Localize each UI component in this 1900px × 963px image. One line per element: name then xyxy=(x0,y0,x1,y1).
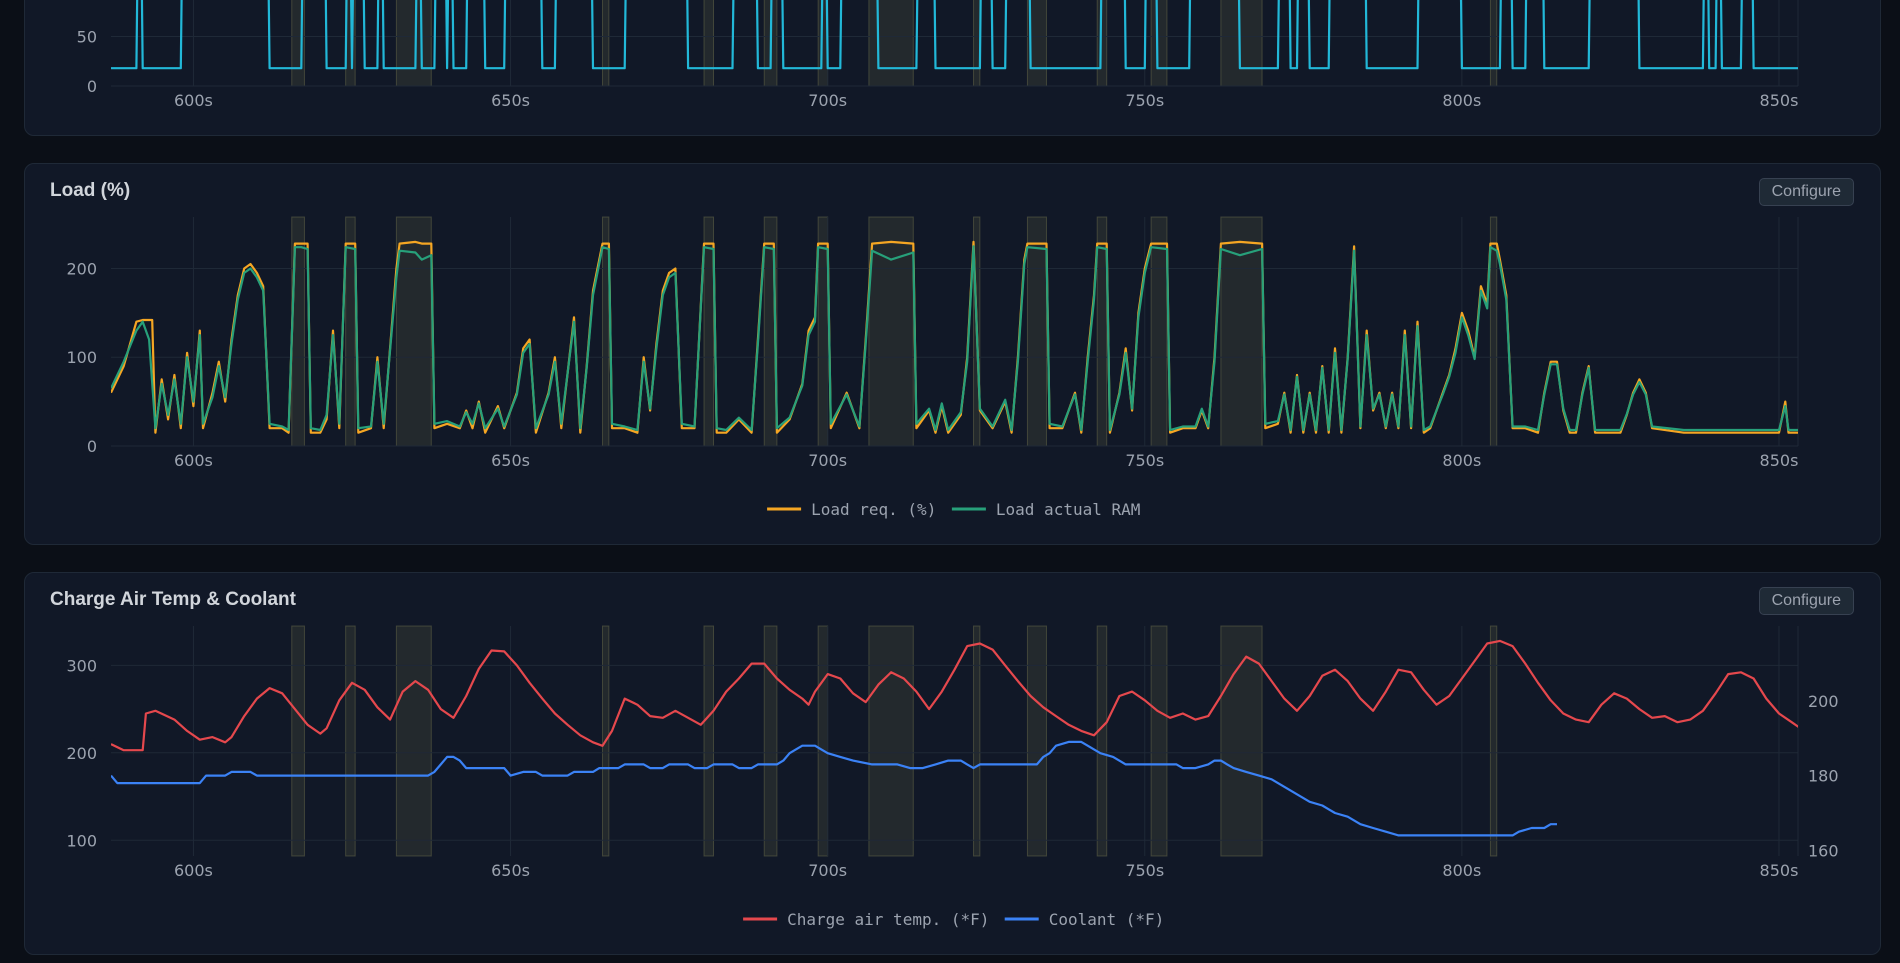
highlight-band xyxy=(1220,625,1263,857)
highlight-band xyxy=(973,625,981,857)
y2-tick-label: 180 xyxy=(1808,767,1839,786)
highlight-band xyxy=(1150,625,1168,857)
y-tick-label: 0 xyxy=(87,437,97,456)
x-tick-label: 750s xyxy=(1125,861,1164,880)
highlight-band xyxy=(817,216,829,447)
highlight-band xyxy=(703,625,714,857)
series-group xyxy=(111,0,1798,70)
y2-tick-label: 160 xyxy=(1808,841,1839,860)
legend-label: Load req. (%) xyxy=(811,500,936,519)
y-tick-label: 100 xyxy=(66,348,97,367)
highlight-band xyxy=(395,0,432,87)
highlight-band xyxy=(1026,625,1047,857)
x-tick-label: 800s xyxy=(1442,451,1481,470)
highlight-band xyxy=(345,625,356,857)
highlight-band xyxy=(763,625,778,857)
highlight-band xyxy=(703,0,714,87)
chart-0-plot: 0 50 600s 650s 700s 750s 800s 850s xyxy=(77,0,1799,110)
x-tick-label: 850s xyxy=(1760,91,1799,110)
x-tick-label: 650s xyxy=(491,451,530,470)
y-tick-label: 0 xyxy=(87,77,97,96)
highlight-band xyxy=(395,625,432,857)
highlight-band xyxy=(703,216,714,447)
series-line xyxy=(111,240,1798,434)
highlight-band xyxy=(345,216,356,447)
configure-button[interactable]: Configure xyxy=(1758,587,1854,615)
highlight-band xyxy=(1150,216,1168,447)
highlight-band xyxy=(1150,0,1168,87)
series-group xyxy=(111,240,1798,434)
y-tick-label: 300 xyxy=(66,656,97,675)
x-tick-label: 800s xyxy=(1442,91,1481,110)
panel-title: Load (%) xyxy=(50,180,131,201)
x-tick-label: 700s xyxy=(808,91,847,110)
x-tick-label: 850s xyxy=(1760,861,1799,880)
highlight-band xyxy=(868,0,914,87)
series-line xyxy=(111,639,1798,752)
highlight-band xyxy=(291,625,305,857)
series-line xyxy=(111,740,1557,837)
series-line xyxy=(111,0,1798,70)
load-chart-plot: 0 100 200 600s 650s 700s 750s 800s 850s Load req.… xyxy=(66,216,1799,519)
series-group xyxy=(111,639,1798,837)
highlight-band xyxy=(817,625,829,857)
highlight-band xyxy=(1026,216,1047,447)
x-tick-label: 600s xyxy=(174,451,213,470)
configure-button[interactable]: Configure xyxy=(1758,178,1854,206)
legend-label: Load actual RAM xyxy=(996,500,1141,519)
legend-label: Charge air temp. (*F) xyxy=(787,910,989,929)
rpm-chart-panel: 0 50 600s 650s 700s 750s 800s 850s xyxy=(24,0,1881,136)
x-tick-label: 800s xyxy=(1442,861,1481,880)
x-tick-label: 750s xyxy=(1125,451,1164,470)
highlight-band xyxy=(602,0,610,87)
panel-title: Charge Air Temp & Coolant xyxy=(50,589,296,610)
x-tick-label: 600s xyxy=(174,861,213,880)
series-line xyxy=(111,245,1798,432)
highlight-band xyxy=(1220,0,1263,87)
load-chart-panel: Load (%) Configure 0 100 200 600s 650s 700s 75… xyxy=(24,163,1881,545)
y-tick-label: 200 xyxy=(66,744,97,763)
highlight-band xyxy=(868,625,914,857)
x-tick-label: 700s xyxy=(808,451,847,470)
x-tick-label: 650s xyxy=(491,861,530,880)
y-tick-label: 200 xyxy=(66,259,97,278)
highlight-band xyxy=(1489,0,1498,87)
temp-chart-panel: Charge Air Temp & Coolant Configure 100 2… xyxy=(24,572,1881,955)
highlight-band xyxy=(973,0,981,87)
temp-chart-plot: 100 200 300 160 180 200 600s 650s 700s 750s 800s 85… xyxy=(66,625,1839,929)
x-tick-label: 750s xyxy=(1125,91,1164,110)
x-tick-label: 600s xyxy=(174,91,213,110)
y2-tick-label: 200 xyxy=(1808,692,1839,711)
highlight-band xyxy=(1489,625,1498,857)
highlight-band xyxy=(1096,216,1108,447)
x-tick-label: 700s xyxy=(808,861,847,880)
legend-label: Coolant (*F) xyxy=(1049,910,1165,929)
y-tick-label: 100 xyxy=(66,831,97,850)
y-tick-label: 50 xyxy=(77,28,97,47)
x-tick-label: 650s xyxy=(491,91,530,110)
highlight-band xyxy=(1096,625,1108,857)
x-tick-label: 850s xyxy=(1760,451,1799,470)
